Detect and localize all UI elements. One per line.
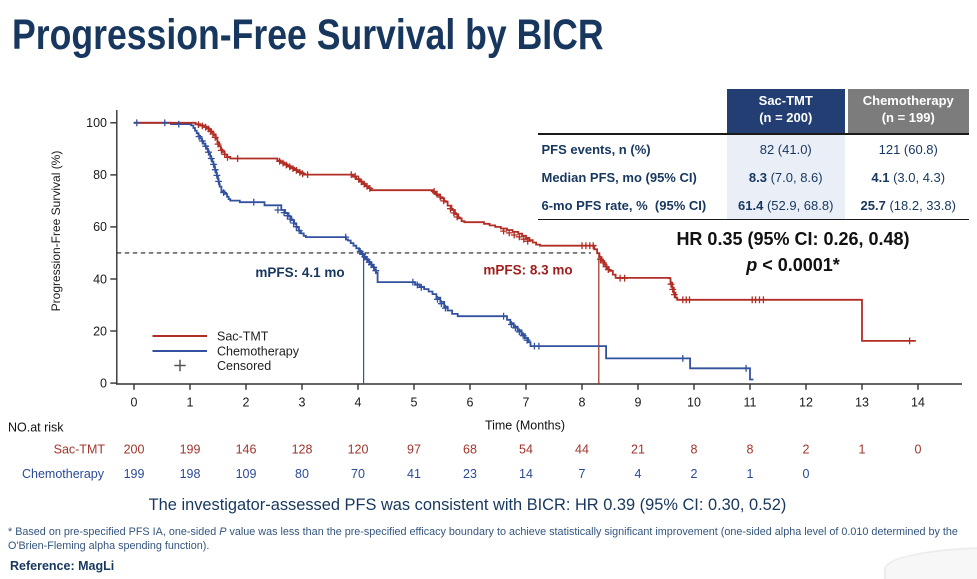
svg-text:Chemotherapy: Chemotherapy bbox=[217, 344, 300, 358]
svg-text:20: 20 bbox=[93, 324, 107, 338]
svg-text:60: 60 bbox=[93, 220, 107, 234]
svg-text:199: 199 bbox=[180, 442, 201, 456]
svg-text:12: 12 bbox=[799, 396, 813, 410]
svg-text:21: 21 bbox=[631, 442, 645, 456]
svg-text:Sac-TMT: Sac-TMT bbox=[54, 442, 106, 456]
svg-text:23: 23 bbox=[463, 467, 477, 481]
svg-text:120: 120 bbox=[348, 442, 369, 456]
svg-text:8: 8 bbox=[579, 396, 586, 410]
svg-text:54: 54 bbox=[519, 442, 533, 456]
svg-text:11: 11 bbox=[744, 396, 757, 410]
svg-text:2: 2 bbox=[691, 467, 698, 481]
svg-text:80: 80 bbox=[93, 168, 107, 182]
svg-text:80: 80 bbox=[295, 467, 309, 481]
svg-text:NO.at risk: NO.at risk bbox=[8, 421, 64, 435]
svg-text:70: 70 bbox=[351, 467, 365, 481]
svg-text:0: 0 bbox=[100, 376, 107, 390]
svg-text:2: 2 bbox=[243, 396, 250, 410]
svg-text:146: 146 bbox=[236, 442, 257, 456]
svg-text:97: 97 bbox=[407, 442, 421, 456]
svg-text:2: 2 bbox=[803, 442, 810, 456]
svg-text:109: 109 bbox=[236, 467, 257, 481]
svg-text:7: 7 bbox=[579, 467, 586, 481]
svg-text:4: 4 bbox=[635, 467, 642, 481]
svg-text:8: 8 bbox=[747, 442, 754, 456]
svg-text:Progression-Free Survival (%): Progression-Free Survival (%) bbox=[49, 151, 63, 312]
svg-text:13: 13 bbox=[855, 396, 869, 410]
svg-text:9: 9 bbox=[635, 396, 642, 410]
svg-text:1: 1 bbox=[747, 467, 754, 481]
svg-text:100: 100 bbox=[86, 116, 107, 130]
svg-text:7: 7 bbox=[523, 396, 530, 410]
svg-text:0: 0 bbox=[131, 396, 138, 410]
svg-text:Censored: Censored bbox=[217, 359, 271, 373]
svg-text:Time (Months): Time (Months) bbox=[485, 418, 565, 432]
svg-text:199: 199 bbox=[124, 467, 145, 481]
svg-text:200: 200 bbox=[124, 442, 145, 456]
svg-text:44: 44 bbox=[575, 442, 589, 456]
svg-text:1: 1 bbox=[187, 396, 194, 410]
svg-text:14: 14 bbox=[911, 396, 925, 410]
svg-text:10: 10 bbox=[687, 396, 701, 410]
svg-text:14: 14 bbox=[519, 467, 533, 481]
svg-text:68: 68 bbox=[463, 442, 477, 456]
svg-text:128: 128 bbox=[292, 442, 313, 456]
svg-text:6: 6 bbox=[467, 396, 474, 410]
svg-text:4: 4 bbox=[355, 396, 362, 410]
svg-text:40: 40 bbox=[93, 272, 107, 286]
svg-text:0: 0 bbox=[915, 442, 922, 456]
svg-text:mPFS: 8.3 mo: mPFS: 8.3 mo bbox=[483, 263, 572, 278]
svg-text:0: 0 bbox=[803, 467, 810, 481]
svg-text:8: 8 bbox=[691, 442, 698, 456]
svg-text:198: 198 bbox=[180, 467, 201, 481]
svg-text:Sac-TMT: Sac-TMT bbox=[217, 329, 269, 343]
svg-text:1: 1 bbox=[859, 442, 866, 456]
svg-text:3: 3 bbox=[299, 396, 306, 410]
svg-text:41: 41 bbox=[407, 467, 421, 481]
svg-text:Chemotherapy: Chemotherapy bbox=[22, 467, 105, 481]
svg-text:mPFS: 4.1 mo: mPFS: 4.1 mo bbox=[255, 265, 344, 280]
svg-text:5: 5 bbox=[411, 396, 418, 410]
